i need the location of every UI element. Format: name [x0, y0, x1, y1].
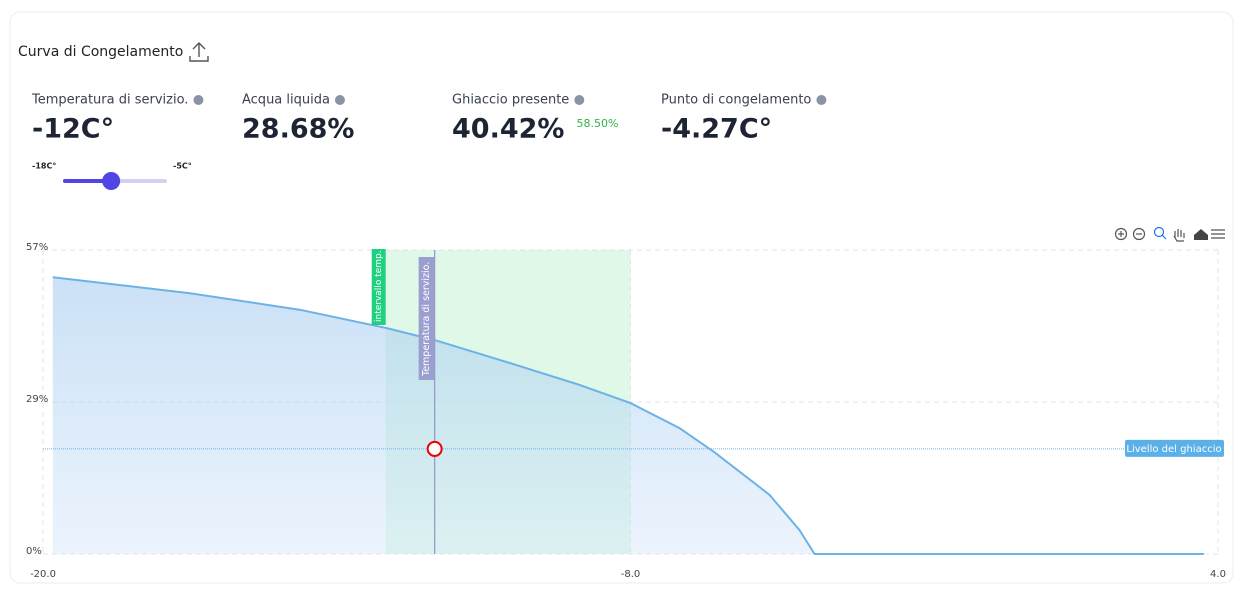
pan[interactable] — [1173, 229, 1185, 242]
service-label-box — [418, 257, 435, 380]
info-icon[interactable] — [816, 95, 827, 105]
x-tick-label: -20.0 — [30, 569, 56, 580]
ice-label: Livello del ghiaccio — [1126, 444, 1221, 455]
info-icon[interactable] — [193, 95, 204, 105]
stat-value: 28.68% — [242, 114, 354, 145]
band-label-box — [371, 249, 386, 325]
x-tick-label: 4.0 — [1210, 569, 1226, 580]
ice-label-box — [1125, 439, 1224, 457]
menu[interactable] — [1211, 229, 1225, 239]
stat-label: Acqua liquida — [242, 93, 330, 108]
stat-value: -12C° — [32, 114, 114, 145]
slider-max: -5C° — [173, 162, 192, 171]
zoom-out[interactable] — [1132, 227, 1146, 241]
stat-value: 40.42% — [452, 114, 564, 145]
stat-label: Temperatura di servizio. — [31, 93, 188, 108]
upload-icon[interactable] — [189, 42, 209, 62]
stat-label: Ghiaccio presente — [452, 93, 569, 108]
reset[interactable] — [1194, 229, 1208, 240]
stat-value: -4.27C° — [661, 114, 772, 145]
area — [52, 277, 1204, 554]
x-tick-label: -8.0 — [621, 569, 641, 580]
info-icon[interactable] — [334, 95, 345, 105]
y-tick-label: 57% — [26, 242, 48, 253]
zoom-in[interactable] — [1114, 227, 1128, 241]
title: Curva di Congelamento — [18, 44, 183, 60]
slider-min: -18C° — [32, 162, 56, 171]
stat-label: Punto di congelamento — [661, 93, 811, 108]
slider-knob[interactable] — [102, 172, 121, 190]
toolbar — [1114, 226, 1225, 242]
service-point — [426, 440, 443, 457]
stat-delta: 58.50% — [576, 117, 618, 130]
service-label: Temperatura di servizio. — [421, 262, 432, 377]
y-tick-label: 0% — [26, 546, 42, 557]
line — [52, 276, 1204, 555]
y-tick-label: 29% — [26, 394, 48, 405]
zoom-select[interactable] — [1153, 226, 1165, 238]
info-icon[interactable] — [574, 95, 585, 105]
band-label: intervallo temp. — [374, 250, 384, 322]
